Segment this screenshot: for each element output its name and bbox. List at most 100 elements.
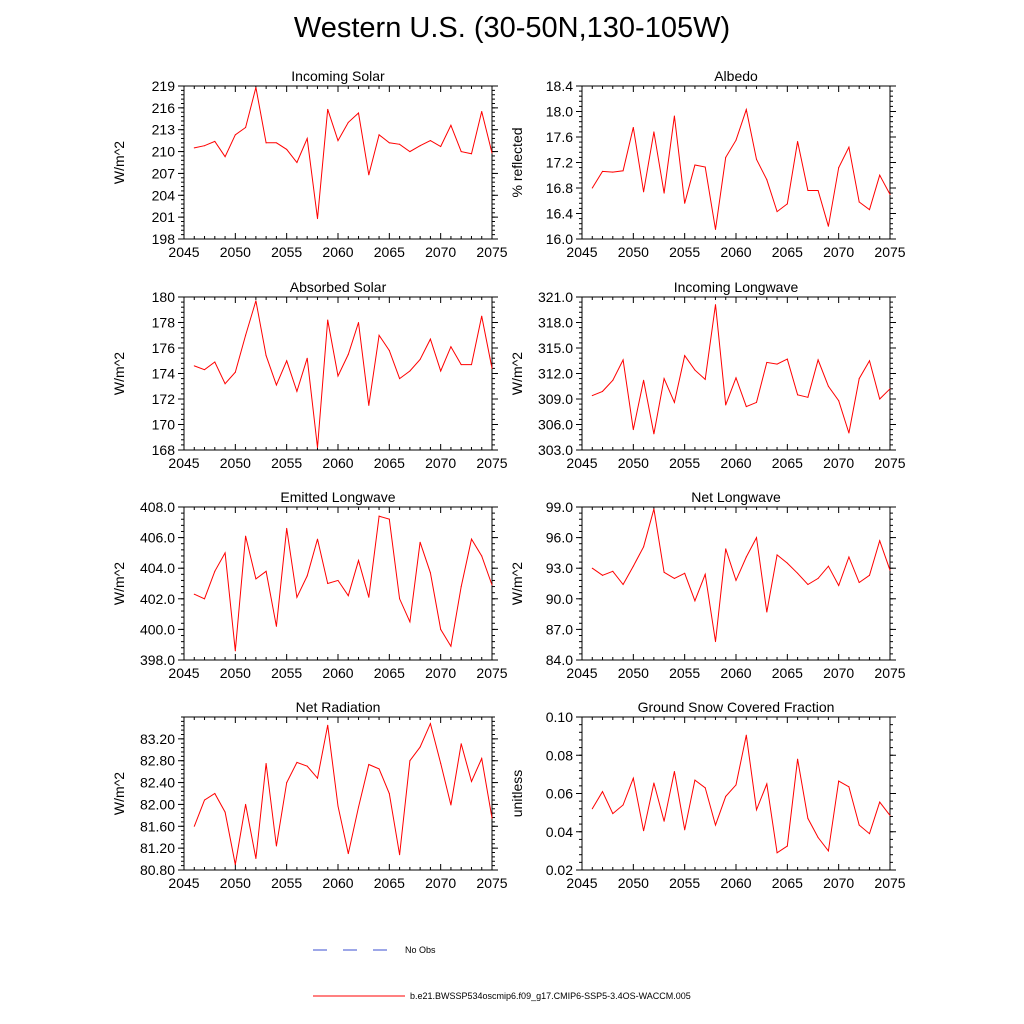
y-tick-label: 0.04	[546, 824, 573, 840]
data-point	[879, 801, 881, 803]
data-point	[316, 218, 318, 220]
data-point	[612, 570, 614, 572]
panel-title: Absorbed Solar	[290, 279, 387, 295]
data-point	[879, 540, 881, 542]
data-point	[663, 192, 665, 194]
series-line	[194, 300, 493, 448]
data-point	[848, 146, 850, 148]
x-tick-label: 2055	[271, 875, 302, 891]
data-point	[838, 585, 840, 587]
x-tick-label: 2060	[720, 244, 751, 260]
y-tick-label: 315.0	[538, 340, 573, 356]
data-point	[889, 814, 891, 816]
data-point	[817, 359, 819, 361]
data-point	[745, 109, 747, 111]
data-point	[255, 858, 257, 860]
y-tick-label: 82.00	[140, 796, 175, 812]
data-point	[368, 764, 370, 766]
y-tick-label: 99.0	[546, 499, 573, 515]
x-tick-label: 2060	[322, 665, 353, 681]
x-tick-label: 2045	[566, 875, 597, 891]
data-point	[296, 596, 298, 598]
x-tick-label: 2055	[271, 244, 302, 260]
data-point	[481, 555, 483, 557]
data-point	[378, 768, 380, 770]
data-point	[591, 567, 593, 569]
legend: No Obs b.e21.BWSSP534oscmip6.f09_g17.CMIP…	[313, 945, 691, 1001]
data-point	[868, 574, 870, 576]
x-tick-label: 2045	[566, 665, 597, 681]
data-point	[838, 167, 840, 169]
data-point	[234, 134, 236, 136]
data-point	[602, 791, 604, 793]
x-tick-label: 2065	[772, 244, 803, 260]
data-point	[786, 562, 788, 564]
plot-frame	[183, 85, 493, 240]
y-axis-label: W/m^2	[111, 352, 127, 395]
panel-title: Incoming Longwave	[674, 279, 799, 295]
data-point	[388, 518, 390, 520]
panel-emitted-longwave: 2045 2050 2055 2060 2065 2070 2075 398.0 400.0 40…	[111, 489, 508, 681]
data-point	[429, 723, 431, 725]
data-point	[245, 803, 247, 805]
data-point	[745, 734, 747, 736]
plot-frame	[581, 716, 891, 871]
y-tick-label: 82.40	[140, 775, 175, 791]
x-tick-label: 2075	[874, 875, 905, 891]
data-point	[622, 170, 624, 172]
data-point	[327, 583, 329, 584]
panel-title: Incoming Solar	[291, 68, 385, 84]
data-point	[735, 579, 737, 581]
y-tick-label: 0.02	[546, 862, 573, 878]
data-point	[204, 369, 206, 371]
data-point	[766, 783, 768, 785]
data-point	[602, 390, 604, 392]
data-point	[481, 758, 483, 760]
x-tick-label: 2060	[720, 665, 751, 681]
data-point	[786, 203, 788, 205]
x-tick-label: 2070	[425, 665, 456, 681]
data-point	[776, 211, 778, 213]
data-point	[440, 762, 442, 764]
data-point	[337, 140, 339, 142]
data-point	[388, 142, 390, 144]
x-tick-label: 2065	[772, 875, 803, 891]
data-point	[275, 384, 277, 386]
data-point	[491, 152, 493, 154]
data-point	[214, 570, 216, 572]
x-tick-label: 2050	[220, 244, 251, 260]
data-point	[409, 151, 411, 153]
data-point	[460, 586, 462, 588]
data-point	[306, 137, 308, 139]
y-tick-label: 312.0	[538, 366, 573, 382]
y-tick-label: 174	[152, 366, 176, 382]
y-tick-label: 198	[152, 231, 176, 247]
data-point	[591, 187, 593, 189]
data-point	[193, 593, 195, 595]
plot-frame	[581, 506, 891, 661]
x-tick-label: 2065	[374, 455, 405, 471]
data-point	[653, 131, 655, 133]
data-point	[591, 395, 593, 397]
data-point	[440, 628, 442, 630]
x-tick-label: 2060	[322, 244, 353, 260]
data-point	[409, 621, 411, 623]
data-point	[347, 353, 349, 355]
data-point	[204, 145, 206, 147]
data-point	[807, 190, 809, 192]
data-point	[868, 209, 870, 211]
data-point	[827, 385, 829, 387]
y-tick-label: 0.10	[546, 709, 573, 725]
data-point	[756, 401, 758, 403]
y-tick-label: 80.80	[140, 862, 175, 878]
y-tick-label: 176	[152, 340, 176, 356]
x-tick-label: 2050	[618, 875, 649, 891]
data-point	[419, 145, 421, 147]
data-point	[193, 147, 195, 149]
x-tick-label: 2045	[566, 455, 597, 471]
data-point	[234, 371, 236, 373]
y-tick-label: 16.0	[546, 231, 573, 247]
y-tick-label: 168	[152, 442, 176, 458]
data-point	[663, 571, 665, 573]
data-point	[296, 761, 298, 763]
